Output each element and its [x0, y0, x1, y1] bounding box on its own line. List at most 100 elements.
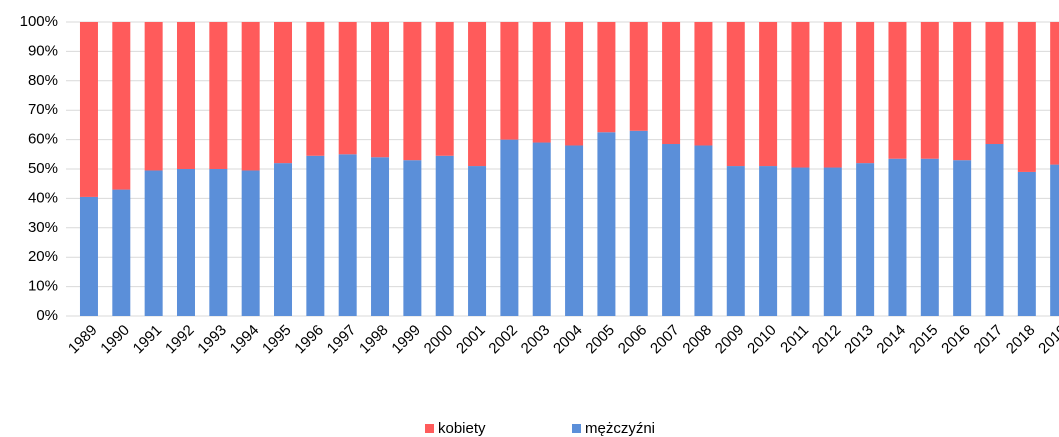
bar-segment: [241, 170, 260, 316]
bar-segment: [112, 189, 131, 316]
y-tick-label: 70%: [28, 101, 58, 118]
bar-segment: [823, 22, 842, 168]
y-tick-label: 90%: [28, 42, 58, 59]
y-tick-label: 20%: [28, 248, 58, 265]
x-tick-label: 1996: [291, 322, 327, 358]
bar-segment: [597, 22, 616, 133]
legend-swatch: [425, 424, 434, 433]
bar-segment: [597, 132, 616, 316]
x-tick-label: 2016: [938, 322, 974, 358]
bar-segment: [209, 22, 228, 169]
y-tick-label: 50%: [28, 160, 58, 177]
x-tick-label: 2006: [615, 322, 651, 358]
bar-segment: [403, 22, 422, 161]
legend-swatch: [572, 424, 581, 433]
x-tick-label: 2013: [841, 322, 877, 358]
bar-segment: [435, 155, 454, 316]
bar-segment: [1017, 171, 1036, 316]
x-tick-label: 2018: [1003, 322, 1039, 358]
bar-segment: [856, 22, 875, 164]
bar-segment: [532, 142, 551, 316]
y-tick-label: 80%: [28, 72, 58, 89]
x-tick-label: 1990: [97, 322, 133, 358]
x-tick-label: 2004: [550, 322, 586, 358]
bar-segment: [79, 22, 98, 197]
x-tick-label: 2002: [485, 322, 521, 358]
bar-segment: [629, 130, 648, 316]
bar-segment: [241, 22, 260, 171]
x-tick-label: 2019: [1035, 322, 1059, 358]
x-tick-label: 1994: [227, 322, 263, 358]
y-tick-label: 30%: [28, 219, 58, 236]
x-tick-label: 2001: [453, 322, 489, 358]
bar-segment: [920, 22, 939, 159]
bar-segment: [662, 22, 681, 145]
bar-segment: [662, 144, 681, 316]
x-tick-label: 2017: [971, 322, 1007, 358]
bar-segment: [403, 160, 422, 316]
x-tick-label: 1998: [356, 322, 392, 358]
x-tick-label: 1989: [65, 322, 101, 358]
bar-segment: [371, 22, 390, 158]
bar-segment: [726, 22, 745, 167]
x-tick-label: 2012: [809, 322, 845, 358]
x-tick-label: 1992: [162, 322, 198, 358]
bar-segment: [694, 22, 713, 146]
x-tick-label: 1991: [130, 322, 166, 358]
x-tick-label: 2003: [518, 322, 554, 358]
legend-label: kobiety: [438, 420, 486, 437]
bar-segment: [500, 22, 519, 140]
bar-segment: [274, 163, 293, 316]
bar-segment: [791, 22, 810, 168]
bar-segment: [112, 22, 131, 190]
bar-segment: [306, 155, 325, 316]
bar-segment: [1050, 22, 1059, 165]
bar-segment: [371, 157, 390, 316]
bar-segment: [176, 22, 195, 169]
bar-segment: [985, 144, 1004, 316]
bar-segment: [856, 163, 875, 316]
bar-segment: [209, 169, 228, 316]
x-tick-label: 2014: [873, 322, 909, 358]
x-tick-label: 2011: [777, 322, 812, 357]
x-tick-label: 2009: [712, 322, 748, 358]
bar-segment: [1017, 22, 1036, 172]
x-tick-label: 2015: [906, 322, 942, 358]
bar-segment: [338, 154, 357, 316]
bar-segment: [1050, 164, 1059, 316]
bar-segment: [306, 22, 325, 156]
y-tick-label: 10%: [28, 278, 58, 295]
y-tick-label: 40%: [28, 189, 58, 206]
bar-segment: [274, 22, 293, 164]
bar-segment: [920, 158, 939, 316]
bar-segment: [338, 22, 357, 155]
bar-segment: [565, 145, 584, 316]
x-tick-label: 2007: [647, 322, 683, 358]
bar-segment: [726, 166, 745, 316]
x-tick-label: 1999: [388, 322, 424, 358]
y-tick-label: 100%: [20, 13, 58, 30]
x-tick-label: 2005: [582, 322, 618, 358]
bar-segment: [823, 167, 842, 316]
bar-segment: [500, 139, 519, 316]
bar-segment: [759, 166, 778, 316]
bar-segment: [759, 22, 778, 167]
bar-segment: [791, 167, 810, 316]
bar-segment: [953, 22, 972, 161]
x-tick-label: 1993: [194, 322, 230, 358]
y-tick-label: 60%: [28, 131, 58, 148]
bar-segment: [629, 22, 648, 131]
bar-segment: [565, 22, 584, 146]
x-tick-label: 1995: [259, 322, 295, 358]
bar-segment: [435, 22, 454, 156]
bar-segment: [888, 22, 907, 159]
bar-segment: [79, 196, 98, 316]
bar-segment: [953, 160, 972, 316]
legend-label: mężczyźni: [585, 420, 655, 437]
bar-segment: [888, 158, 907, 316]
x-tick-label: 2000: [421, 322, 457, 358]
x-tick-label: 2008: [679, 322, 715, 358]
y-tick-label: 0%: [36, 307, 58, 324]
